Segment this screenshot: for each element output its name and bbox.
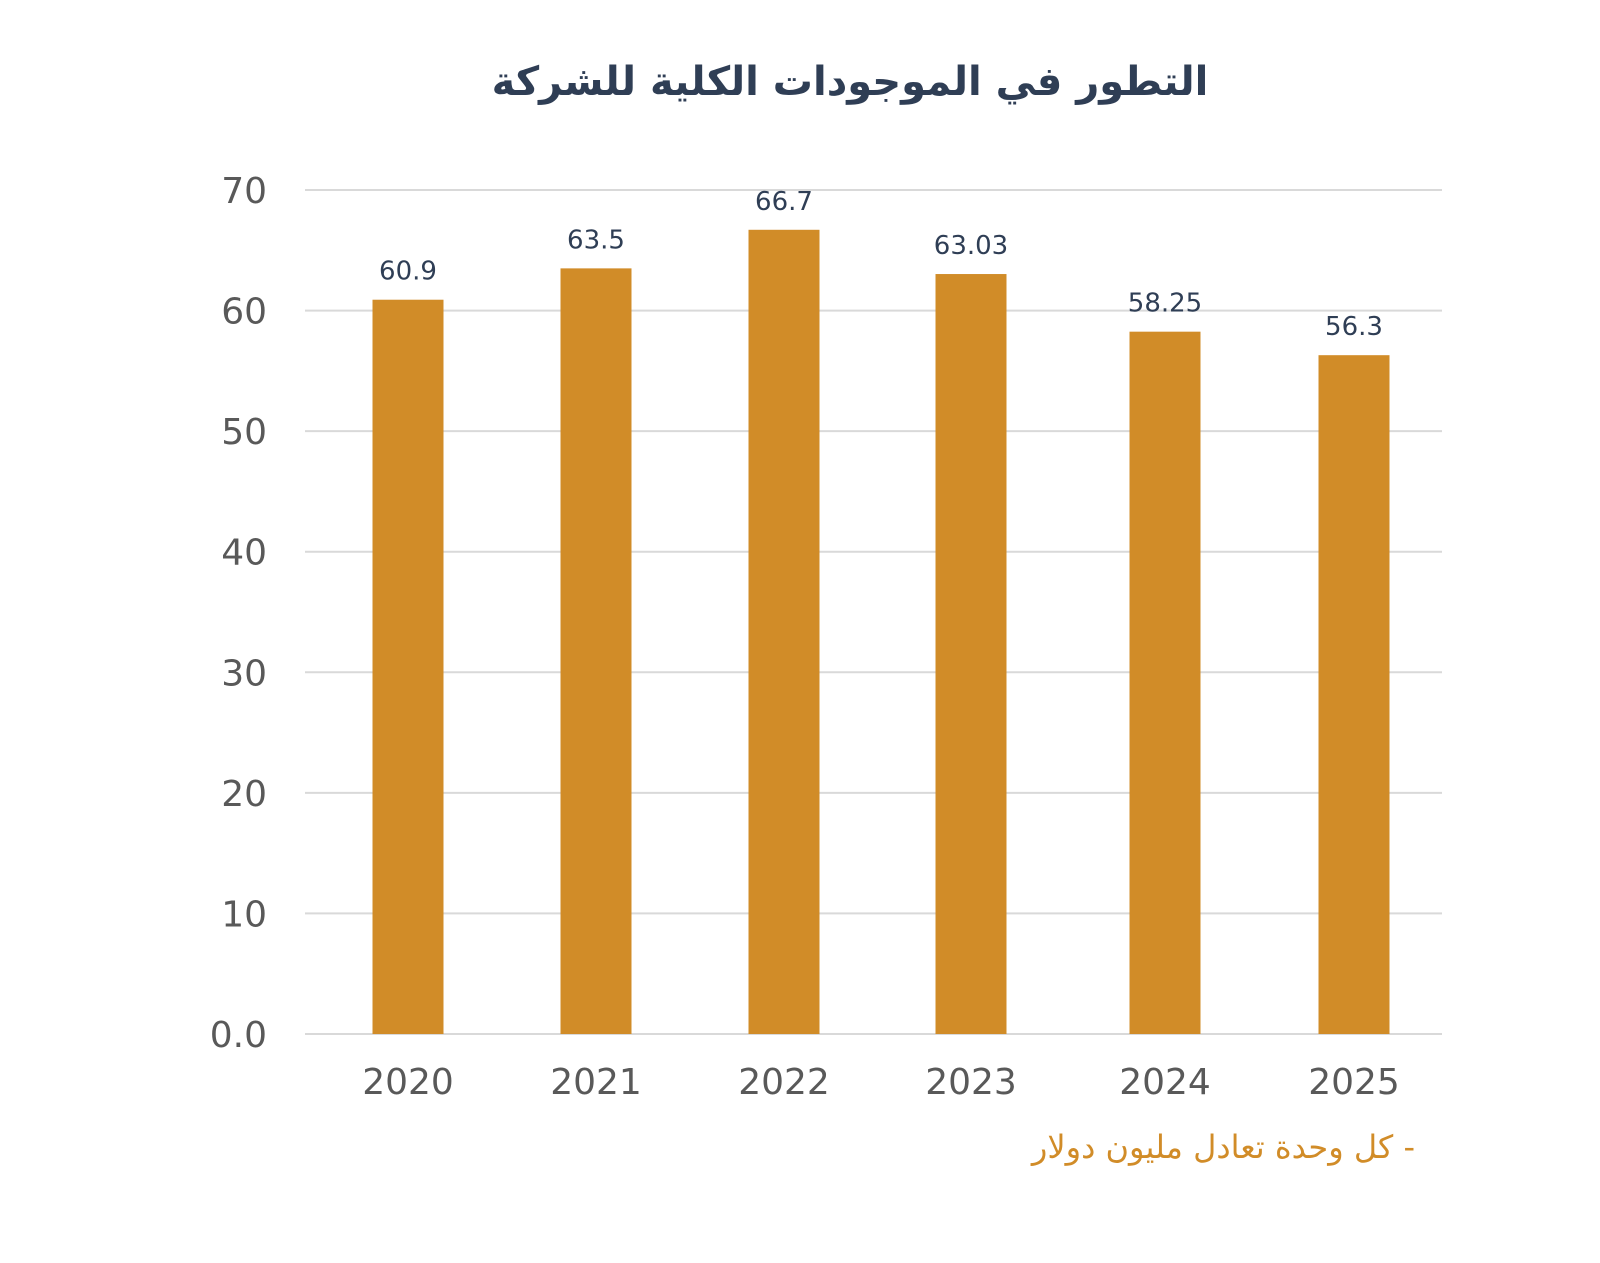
x-tick-label: 2020 xyxy=(362,1062,454,1103)
bar xyxy=(748,229,820,1034)
y-axis-ticks: 0.0 10 20 30 40 50 60 70 xyxy=(210,171,267,1056)
x-tick-label: 2023 xyxy=(925,1062,1017,1103)
unit-note: - كل وحدة تعادل مليون دولار xyxy=(1030,1128,1415,1166)
y-tick-label: 30 xyxy=(221,653,267,694)
bar xyxy=(935,274,1007,1034)
data-label: 58.25 xyxy=(1128,289,1202,319)
y-tick-label: 20 xyxy=(221,774,267,815)
data-label: 66.7 xyxy=(755,187,813,217)
bar xyxy=(1129,331,1201,1035)
data-label: 60.9 xyxy=(379,257,437,287)
y-tick-label: 70 xyxy=(221,171,267,212)
y-tick-label: 10 xyxy=(221,894,267,935)
x-axis-ticks: 2020 2021 2022 2023 2024 2025 xyxy=(362,1062,1400,1103)
bars xyxy=(372,229,1390,1035)
bar xyxy=(1318,355,1390,1034)
data-label: 63.03 xyxy=(934,231,1008,261)
x-tick-label: 2021 xyxy=(550,1062,642,1103)
x-tick-label: 2024 xyxy=(1119,1062,1211,1103)
data-labels: 60.9 63.5 66.7 63.03 58.25 56.3 xyxy=(379,187,1383,342)
y-tick-label: 0.0 xyxy=(210,1015,267,1056)
x-tick-label: 2022 xyxy=(738,1062,830,1103)
data-label: 56.3 xyxy=(1325,312,1383,342)
x-tick-label: 2025 xyxy=(1308,1062,1400,1103)
bar xyxy=(560,268,632,1034)
gridlines xyxy=(305,189,1442,1035)
bar xyxy=(372,299,444,1035)
data-label: 63.5 xyxy=(567,225,625,255)
chart-title: التطور في الموجودات الكلية للشركة xyxy=(492,59,1209,105)
y-tick-label: 60 xyxy=(221,292,267,333)
y-tick-label: 50 xyxy=(221,412,267,453)
y-tick-label: 40 xyxy=(221,533,267,574)
